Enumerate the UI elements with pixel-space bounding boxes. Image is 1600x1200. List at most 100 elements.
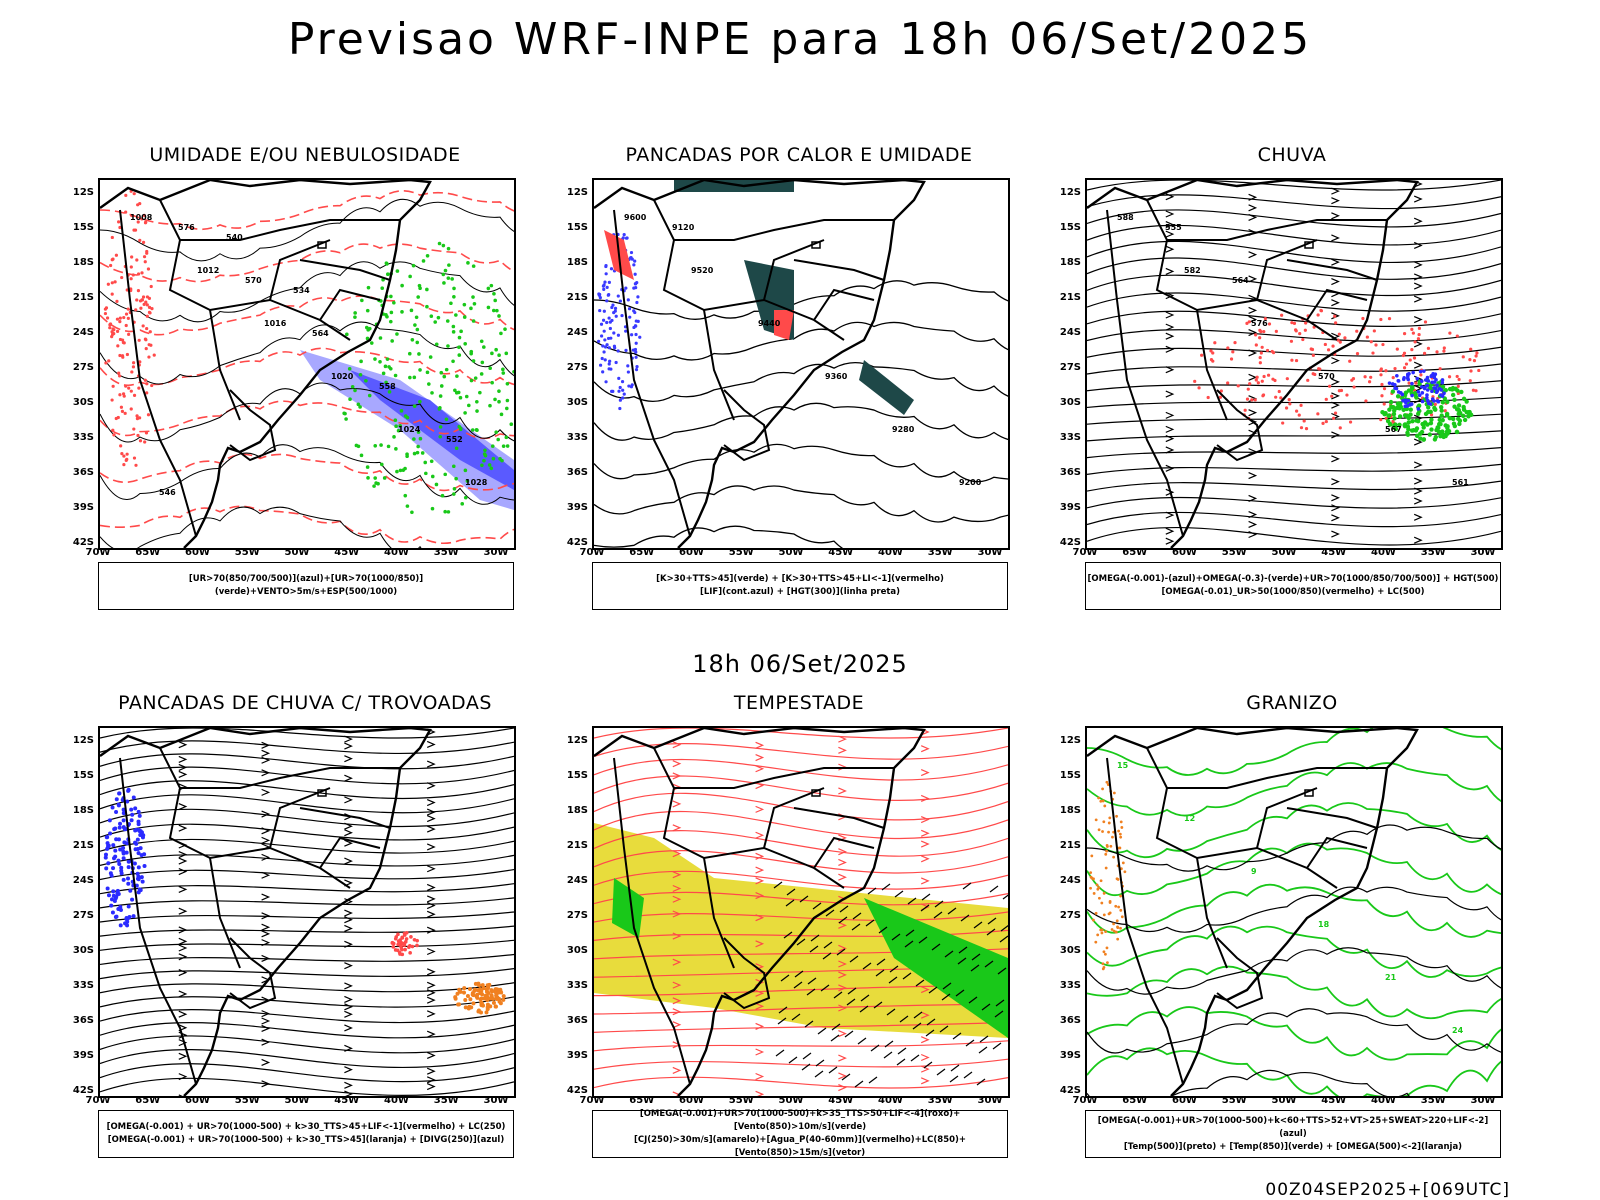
longitude-tick-label: 70W <box>1072 547 1098 558</box>
map-legend: [OMEGA(-0.001)-(azul)+OMEGA(-0.3)-(verde… <box>1085 562 1501 610</box>
longitude-tick-label: 60W <box>679 1095 704 1106</box>
longitude-tick-label: 65W <box>629 547 655 558</box>
latitude-tick-label: 24S <box>1059 875 1081 886</box>
svg-text:24: 24 <box>1452 1026 1464 1035</box>
latitude-tick-label: 12S <box>566 735 588 746</box>
longitude-tick-label: 55W <box>728 547 754 558</box>
latitude-tick-label: 33S <box>566 980 588 991</box>
latitude-tick-label: 21S <box>1059 840 1081 851</box>
map-legend: [OMEGA(-0.001) + UR>70(1000-500) + k>30_… <box>98 1110 514 1158</box>
longitude-tick-label: 35W <box>433 547 459 558</box>
svg-text:9280: 9280 <box>892 425 915 434</box>
longitude-tick-label: 50W <box>284 547 310 558</box>
latitude-tick-label: 15S <box>1059 770 1081 781</box>
svg-text:558: 558 <box>379 382 396 391</box>
svg-text:1020: 1020 <box>331 372 354 381</box>
latitude-tick-label: 42S <box>566 537 588 548</box>
longitude-tick-label: 35W <box>927 547 953 558</box>
latitude-tick-label: 24S <box>566 875 588 886</box>
panel-title: PANCADAS POR CALOR E UMIDADE <box>625 144 973 166</box>
longitude-tick-label: 50W <box>1271 1095 1297 1106</box>
svg-text:1024: 1024 <box>398 425 421 434</box>
svg-text:561: 561 <box>1452 478 1469 487</box>
longitude-tick-label: 40W <box>1371 547 1396 558</box>
svg-text:576: 576 <box>1251 319 1268 328</box>
latitude-tick-label: 36S <box>72 467 94 478</box>
svg-text:9520: 9520 <box>691 266 714 275</box>
svg-text:9200: 9200 <box>959 478 982 487</box>
forecast-map <box>592 726 1010 1098</box>
svg-text:15: 15 <box>1117 761 1129 770</box>
latitude-tick-label: 24S <box>72 327 94 338</box>
longitude-tick-label: 45W <box>828 547 854 558</box>
legend-line: [CJ(250)>30m/s](amarelo)+[Agua_P(40-60mm… <box>633 1135 967 1158</box>
svg-text:564: 564 <box>312 329 329 338</box>
longitude-tick-label: 70W <box>579 1095 605 1106</box>
latitude-tick-label: 12S <box>1059 187 1081 198</box>
legend-line: [OMEGA(-0.001)+UR>70(1000-500)+k<60+TTS>… <box>1097 1115 1489 1139</box>
longitude-tick-label: 70W <box>85 547 111 558</box>
latitude-tick-label: 18S <box>566 805 588 816</box>
longitude-tick-label: 60W <box>1172 1095 1197 1106</box>
longitude-tick-label: 60W <box>185 547 210 558</box>
longitude-tick-label: 70W <box>579 547 605 558</box>
latitude-tick-label: 42S <box>72 1085 94 1096</box>
latitude-tick-label: 12S <box>566 187 588 198</box>
latitude-tick-label: 33S <box>72 980 94 991</box>
latitude-tick-label: 30S <box>1059 397 1081 408</box>
latitude-tick-label: 42S <box>1059 1085 1081 1096</box>
latitude-tick-label: 21S <box>72 292 94 303</box>
longitude-tick-label: 50W <box>284 1095 310 1106</box>
latitude-tick-label: 18S <box>72 257 94 268</box>
latitude-tick-label: 24S <box>72 875 94 886</box>
latitude-tick-label: 39S <box>566 1050 588 1061</box>
latitude-tick-label: 36S <box>72 1015 94 1026</box>
longitude-tick-label: 65W <box>629 1095 655 1106</box>
latitude-tick-label: 36S <box>566 1015 588 1026</box>
longitude-tick-label: 70W <box>1072 1095 1098 1106</box>
longitude-tick-label: 30W <box>977 1095 1003 1106</box>
longitude-tick-label: 50W <box>778 1095 804 1106</box>
svg-text:9120: 9120 <box>672 223 695 232</box>
panel-title: CHUVA <box>1257 144 1327 166</box>
latitude-tick-label: 30S <box>566 397 588 408</box>
main-title: Previsao WRF-INPE para 18h 06/Set/2025 <box>287 14 1313 65</box>
longitude-tick-label: 55W <box>234 547 260 558</box>
latitude-tick-label: 39S <box>72 1050 94 1061</box>
longitude-tick-label: 30W <box>1470 1095 1496 1106</box>
longitude-tick-label: 55W <box>1221 1095 1247 1106</box>
longitude-tick-label: 30W <box>1470 547 1496 558</box>
latitude-tick-label: 18S <box>72 805 94 816</box>
latitude-tick-label: 24S <box>1059 327 1081 338</box>
svg-text:582: 582 <box>1184 266 1201 275</box>
svg-text:12: 12 <box>1184 814 1195 823</box>
svg-text:588: 588 <box>1117 213 1134 222</box>
legend-line: [Temp(500)](preto) + [Temp(850)](verde) … <box>1123 1141 1463 1152</box>
legend-line: [UR>70(850/700/500)](azul)+[UR>70(1000/8… <box>188 574 424 597</box>
latitude-tick-label: 18S <box>1059 805 1081 816</box>
svg-text:570: 570 <box>1318 372 1335 381</box>
longitude-tick-label: 65W <box>135 1095 161 1106</box>
longitude-tick-label: 55W <box>1221 547 1247 558</box>
latitude-tick-label: 42S <box>72 537 94 548</box>
latitude-tick-label: 39S <box>1059 502 1081 513</box>
panel-title: PANCADAS DE CHUVA C/ TROVOADAS <box>118 692 492 714</box>
svg-text:546: 546 <box>159 488 176 497</box>
svg-text:1012: 1012 <box>197 266 219 275</box>
svg-text:552: 552 <box>446 435 463 444</box>
latitude-tick-label: 12S <box>72 187 94 198</box>
latitude-tick-label: 36S <box>1059 1015 1081 1026</box>
longitude-tick-label: 50W <box>1271 547 1297 558</box>
latitude-tick-label: 27S <box>72 910 94 921</box>
longitude-tick-label: 45W <box>334 547 360 558</box>
svg-text:1028: 1028 <box>465 478 488 487</box>
latitude-tick-label: 27S <box>1059 910 1081 921</box>
svg-text:567: 567 <box>1385 425 1402 434</box>
svg-text:1016: 1016 <box>264 319 287 328</box>
legend-line: [LIF](cont.azul) + [HGT(300)](linha pret… <box>699 587 901 597</box>
longitude-tick-label: 60W <box>1172 547 1197 558</box>
longitude-tick-label: 35W <box>1420 547 1446 558</box>
svg-text:9440: 9440 <box>758 319 781 328</box>
longitude-tick-label: 45W <box>334 1095 360 1106</box>
svg-text:555: 555 <box>1165 223 1182 232</box>
